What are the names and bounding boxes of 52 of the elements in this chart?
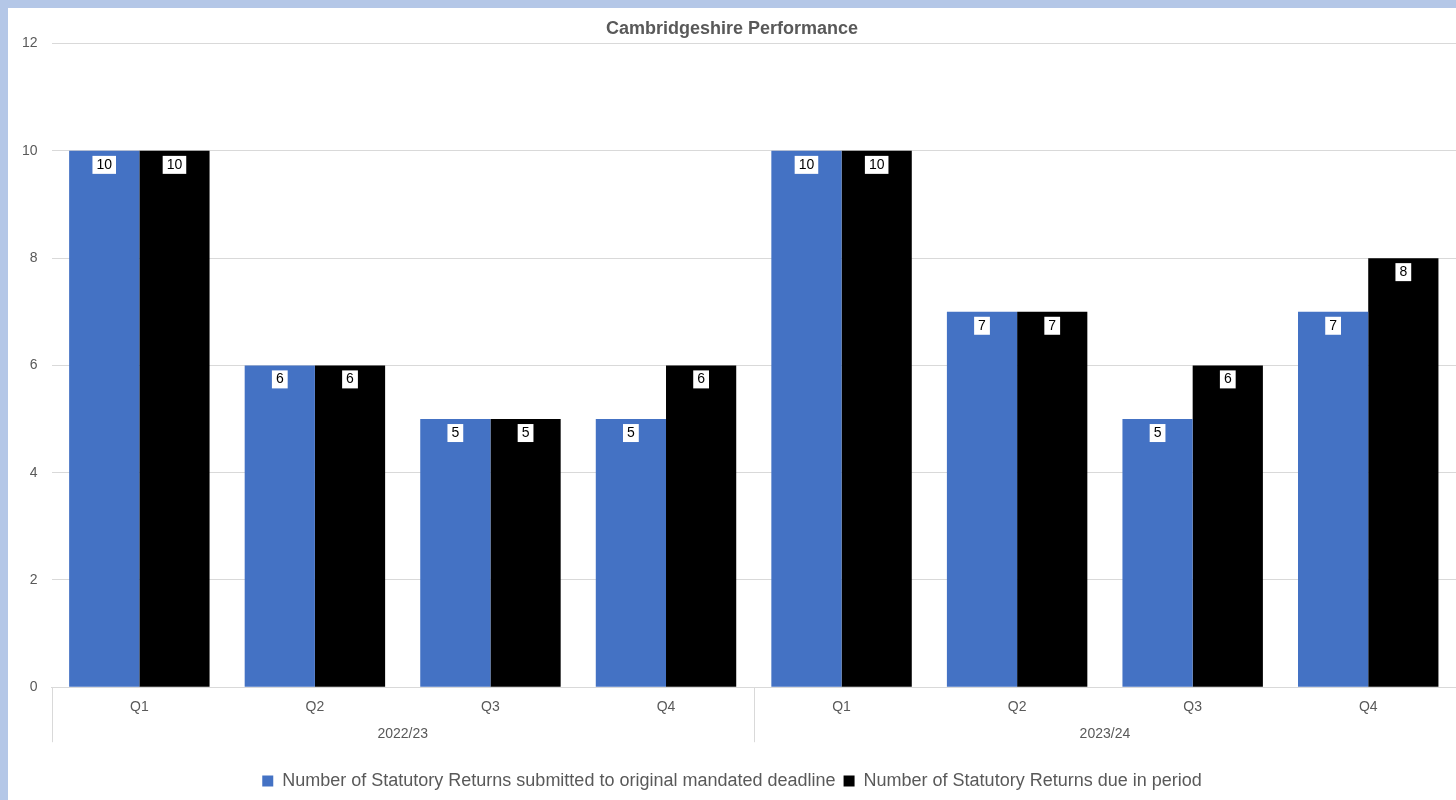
bar [244,365,315,687]
bar [771,150,842,687]
x-tick-label: Q4 [656,698,676,715]
x-tick-label: Q3 [481,698,500,715]
data-label: 10 [798,155,815,172]
x-tick-label: Q4 [1358,698,1378,715]
y-tick-label: 4 [29,463,38,480]
data-label: 5 [627,423,635,440]
data-label: 5 [1153,423,1162,440]
bar [69,150,140,687]
x-tick-label: Q3 [1183,698,1203,715]
y-tick-label: 8 [29,248,38,265]
data-label: 7 [1048,316,1057,333]
y-tick-label: 2 [29,570,38,587]
data-label: 7 [1329,316,1338,333]
bar [490,419,561,687]
data-label: 8 [1399,262,1408,279]
x-tick-label: Q1 [832,698,852,715]
data-label: 6 [1223,370,1232,387]
y-tick-label: 0 [29,678,38,695]
bar [420,419,491,687]
bar [1017,311,1088,687]
data-label: 6 [275,370,284,387]
bar [1192,365,1263,687]
x-tick-label: Q2 [1007,698,1027,715]
bar [1122,419,1193,687]
bar [841,150,912,687]
x-tick-label: Q1 [130,698,149,715]
legend-label: Number of Statutory Returns submitted to original mandated deadline [282,769,836,790]
data-label: 10 [96,155,113,172]
y-tick-label: 12 [21,34,38,51]
data-label: 5 [521,423,530,440]
text: 2023/24 [1079,725,1131,742]
text: 2022/23 [377,725,429,742]
data-label: 7 [978,316,987,333]
x-tick-label: Q2 [305,698,325,715]
bar [1298,311,1369,687]
y-tick-label: 6 [29,356,38,373]
bar [1368,258,1439,687]
bar [666,365,737,687]
bar [139,150,210,687]
y-tick-label: 10 [21,141,38,158]
bar [595,419,667,687]
bar [946,311,1018,687]
data-label: 5 [451,423,460,440]
data-label: 10 [166,155,183,172]
data-label: 6 [346,370,355,387]
data-label: 6 [697,370,706,387]
data-label: 10 [868,155,885,172]
bar [314,365,386,687]
legend-label: Number of Statutory Returns due in period [863,769,1202,790]
chart-title: Cambridgeshire Performance [605,17,859,38]
